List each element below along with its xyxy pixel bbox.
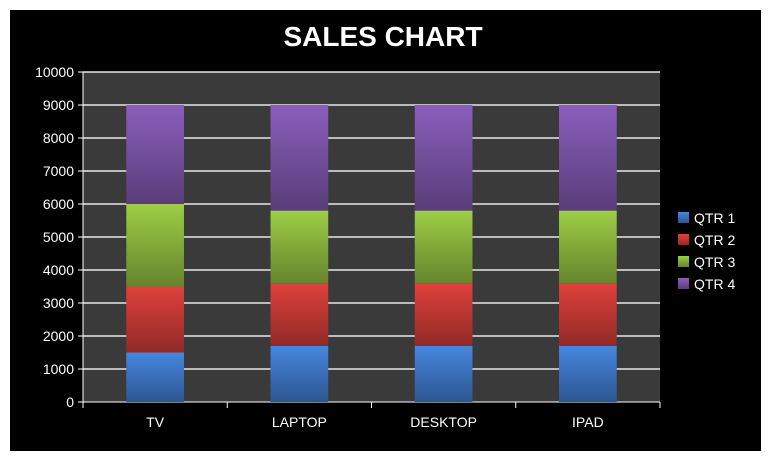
- bar-segment: [559, 283, 617, 346]
- legend-label: QTR 3: [694, 254, 735, 270]
- bar-segment: [559, 105, 617, 211]
- y-tick-label: 2000: [43, 328, 74, 344]
- bar-segment: [559, 210, 617, 284]
- y-tick-label: 10000: [35, 64, 74, 80]
- bar-segment: [559, 345, 617, 402]
- bar-segment: [270, 210, 329, 284]
- bar-segment: [126, 352, 184, 402]
- y-tick-label: 5000: [43, 229, 74, 245]
- x-tick-label: LAPTOP: [272, 414, 327, 430]
- chart-frame: SALES CHART 0 1000 2000 3000 4000 5000 6000 700…: [10, 10, 761, 451]
- bar-segment: [414, 105, 473, 211]
- legend-swatch: [678, 212, 689, 223]
- x-tick-label: DESKTOP: [410, 414, 477, 430]
- y-tick-label: 0: [66, 394, 74, 410]
- bar-segment: [414, 345, 473, 402]
- legend-label: QTR 2: [694, 232, 735, 248]
- x-tick-label: IPAD: [572, 414, 604, 430]
- y-tick-label: 4000: [43, 262, 74, 278]
- x-tick-label: TV: [146, 414, 165, 430]
- legend-label: QTR 4: [694, 276, 735, 292]
- bar-segment: [414, 210, 473, 284]
- plot-area: 0 1000 2000 3000 4000 5000 6000 7000 8000 9000 100…: [35, 64, 661, 430]
- legend-swatch: [678, 256, 689, 267]
- bar-segment: [126, 286, 184, 353]
- y-tick-label: 3000: [43, 295, 74, 311]
- y-tick-label: 9000: [43, 97, 74, 113]
- bar-segment: [270, 345, 329, 402]
- bar-segment: [126, 204, 184, 287]
- legend-label: QTR 1: [694, 210, 735, 226]
- y-tick-label: 8000: [43, 130, 74, 146]
- bar-segment: [270, 283, 329, 346]
- bar-segment: [270, 105, 329, 211]
- legend-swatch: [678, 278, 689, 289]
- y-tick-label: 6000: [43, 196, 74, 212]
- legend-swatch: [678, 234, 689, 245]
- y-tick-label: 1000: [43, 361, 74, 377]
- chart-title: SALES CHART: [283, 21, 482, 52]
- sales-chart: SALES CHART 0 1000 2000 3000 4000 5000 6000 700…: [35, 21, 735, 430]
- legend: QTR 1 QTR 2 QTR 3 QTR 4: [678, 210, 735, 292]
- y-tick-label: 7000: [43, 163, 74, 179]
- bar-segment: [414, 283, 473, 346]
- bar-segment: [126, 105, 184, 204]
